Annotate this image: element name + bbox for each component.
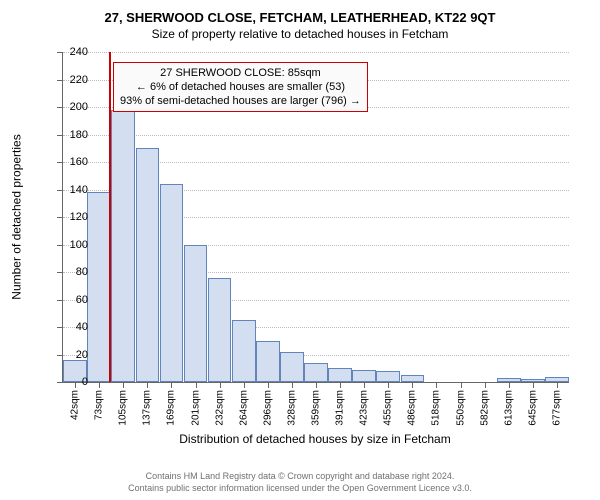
histogram-bar — [328, 368, 352, 382]
histogram-bar — [184, 245, 208, 383]
y-tick-label: 220 — [58, 74, 88, 86]
x-tick — [485, 382, 486, 388]
y-tick-label: 160 — [58, 156, 88, 168]
x-tick-label: 391sqm — [335, 390, 346, 426]
callout-line: 93% of semi-detached houses are larger (… — [120, 94, 361, 108]
histogram-bar — [376, 371, 400, 382]
x-tick — [388, 382, 389, 388]
footer-line-1: Contains HM Land Registry data © Crown c… — [0, 470, 600, 482]
x-tick-label: 518sqm — [431, 390, 442, 426]
x-tick — [171, 382, 172, 388]
y-axis-label: Number of detached properties — [10, 134, 24, 299]
chart-title: 27, SHERWOOD CLOSE, FETCHAM, LEATHERHEAD… — [0, 0, 600, 25]
x-tick — [268, 382, 269, 388]
x-tick — [461, 382, 462, 388]
x-tick-label: 328sqm — [286, 390, 297, 426]
x-tick-label: 105sqm — [118, 390, 129, 426]
x-tick-label: 232sqm — [214, 390, 225, 426]
x-tick — [533, 382, 534, 388]
footer-line-2: Contains public sector information licen… — [0, 482, 600, 494]
y-tick-label: 140 — [58, 184, 88, 196]
y-tick-label: 0 — [58, 376, 88, 388]
gridline — [63, 52, 569, 53]
x-tick — [220, 382, 221, 388]
histogram-bar — [208, 278, 232, 383]
x-tick — [557, 382, 558, 388]
plot-area: 42sqm73sqm105sqm137sqm169sqm201sqm232sqm… — [62, 52, 569, 383]
x-tick-label: 486sqm — [407, 390, 418, 426]
y-tick-label: 60 — [58, 294, 88, 306]
x-tick — [147, 382, 148, 388]
histogram-bar — [160, 184, 184, 382]
footer-attribution: Contains HM Land Registry data © Crown c… — [0, 470, 600, 494]
y-axis-label-wrap: Number of detached properties — [10, 52, 24, 382]
x-tick-label: 455sqm — [383, 390, 394, 426]
x-tick-label: 359sqm — [311, 390, 322, 426]
histogram-bar — [304, 363, 328, 382]
x-tick-label: 645sqm — [527, 390, 538, 426]
histogram-bar — [232, 320, 256, 382]
reference-line — [109, 52, 111, 382]
chart-area: 42sqm73sqm105sqm137sqm169sqm201sqm232sqm… — [62, 52, 568, 382]
histogram-bar — [280, 352, 304, 382]
x-axis-label: Distribution of detached houses by size … — [62, 432, 568, 446]
histogram-bar — [87, 192, 111, 382]
histogram-bar — [136, 148, 160, 382]
x-tick-label: 201sqm — [190, 390, 201, 426]
y-tick-label: 100 — [58, 239, 88, 251]
x-tick — [340, 382, 341, 388]
x-tick-label: 73sqm — [94, 390, 105, 420]
chart-container: 27, SHERWOOD CLOSE, FETCHAM, LEATHERHEAD… — [0, 0, 600, 500]
y-tick-label: 20 — [58, 349, 88, 361]
y-tick-label: 40 — [58, 321, 88, 333]
x-tick-label: 169sqm — [166, 390, 177, 426]
callout-box: 27 SHERWOOD CLOSE: 85sqm← 6% of detached… — [113, 62, 368, 112]
y-tick-label: 80 — [58, 266, 88, 278]
y-tick-label: 200 — [58, 101, 88, 113]
x-tick — [316, 382, 317, 388]
callout-line: ← 6% of detached houses are smaller (53) — [120, 80, 361, 94]
histogram-bar — [352, 370, 376, 382]
x-tick — [99, 382, 100, 388]
x-tick — [123, 382, 124, 388]
x-tick-label: 264sqm — [238, 390, 249, 426]
y-tick-label: 120 — [58, 211, 88, 223]
callout-line: 27 SHERWOOD CLOSE: 85sqm — [120, 66, 361, 80]
x-tick-label: 677sqm — [551, 390, 562, 426]
x-tick-label: 582sqm — [479, 390, 490, 426]
x-tick — [412, 382, 413, 388]
x-tick — [196, 382, 197, 388]
x-tick-label: 137sqm — [142, 390, 153, 426]
x-tick — [364, 382, 365, 388]
x-tick-label: 296sqm — [262, 390, 273, 426]
x-tick-label: 423sqm — [359, 390, 370, 426]
chart-subtitle: Size of property relative to detached ho… — [0, 25, 600, 41]
x-tick — [436, 382, 437, 388]
histogram-bar — [256, 341, 280, 382]
y-tick-label: 240 — [58, 46, 88, 58]
histogram-bar — [111, 110, 135, 382]
gridline — [63, 135, 569, 136]
x-tick — [244, 382, 245, 388]
x-tick-label: 42sqm — [70, 390, 81, 420]
x-tick — [509, 382, 510, 388]
y-tick-label: 180 — [58, 129, 88, 141]
histogram-bar — [401, 375, 425, 382]
x-tick-label: 613sqm — [503, 390, 514, 426]
x-tick-label: 550sqm — [455, 390, 466, 426]
x-tick — [292, 382, 293, 388]
